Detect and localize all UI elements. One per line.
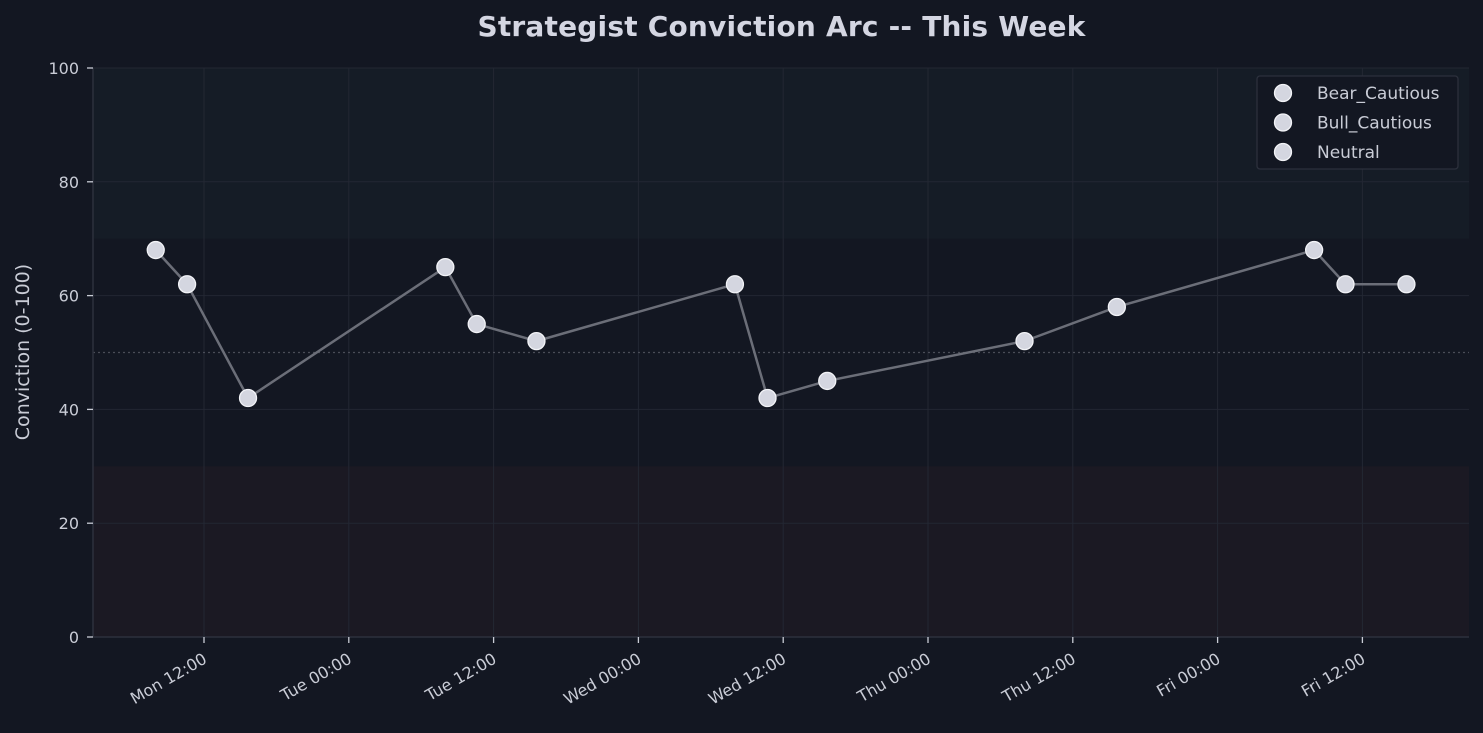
x-tick-label: Tue 12:00 xyxy=(421,649,499,705)
y-tick-label: 20 xyxy=(59,514,79,533)
bear-zone-band xyxy=(93,466,1469,637)
data-point: Wed 08:00: 62 xyxy=(725,275,745,294)
data-point: Mon 15:40: 42 xyxy=(238,388,258,408)
x-tick-label: Thu 00:00 xyxy=(853,649,934,707)
x-tick-label: Thu 12:00 xyxy=(998,649,1079,707)
legend-label: Bull_Cautious xyxy=(1317,114,1432,134)
legend-label: Neutral xyxy=(1317,143,1380,163)
data-point: Mon 08:00: 68 xyxy=(146,240,165,260)
legend-marker-icon xyxy=(1273,142,1293,162)
y-tick-label: 80 xyxy=(59,173,79,192)
data-point: Fri 15:40: 62 xyxy=(1397,275,1416,294)
data-point: Fri 10:30: 62 xyxy=(1336,275,1355,294)
legend-label: Bear_Cautious xyxy=(1317,84,1440,104)
data-point: Mon 10:30: 62 xyxy=(177,275,197,294)
legend-item-bear-cautious: Bear_Cautious xyxy=(1273,83,1440,104)
x-tick-label: Fri 00:00 xyxy=(1153,649,1223,701)
data-point: Thu 08:00: 52 xyxy=(1015,331,1034,351)
legend-item-neutral: Neutral xyxy=(1273,142,1380,163)
x-tick-label: Mon 12:00 xyxy=(127,649,210,708)
bull-zone-band xyxy=(93,68,1469,239)
conviction-line xyxy=(154,248,1407,400)
x-tick-label: Wed 12:00 xyxy=(705,649,789,708)
x-tick-label: Wed 00:00 xyxy=(560,649,644,708)
legend: Bear_Cautious Bull_Cautious Neutral xyxy=(1256,75,1459,170)
legend-item-bull-cautious: Bull_Cautious xyxy=(1273,113,1432,134)
y-tick-label: 40 xyxy=(59,400,79,419)
data-point: Wed 10:40: 42 xyxy=(758,388,777,408)
data-point: Tue 10:30: 55 xyxy=(467,314,486,334)
data-point: Thu 15:40: 58 xyxy=(1107,297,1126,317)
legend-marker-icon xyxy=(1273,113,1293,132)
legend-box xyxy=(1256,75,1459,170)
plot-area: 0 20 40 60 80 100 Mon 12:00 Tue 00:00 Tue 12:00… xyxy=(48,59,1469,709)
data-point: Fri 08:00: 68 xyxy=(1304,240,1324,260)
chart-title: Strategist Conviction Arc -- This Week xyxy=(477,10,1086,43)
x-tick-label: Fri 12:00 xyxy=(1298,649,1368,701)
data-point: Tue 15:30: 52 xyxy=(527,331,546,351)
x-tick-label: Tue 00:00 xyxy=(276,649,354,705)
y-axis-label: Conviction (0-100) xyxy=(12,264,34,440)
data-points: Mon 08:00: 68 Mon 10:30: 62 Mon 15:40: 42 T… xyxy=(146,240,1416,408)
legend-marker-icon xyxy=(1273,83,1293,103)
data-point: Tue 08:00: 65 xyxy=(436,257,455,277)
y-tick-label: 60 xyxy=(59,287,79,306)
y-tick-label: 0 xyxy=(69,628,79,647)
x-axis: Mon 12:00 Tue 00:00 Tue 12:00 Wed 00:00 Wed … xyxy=(127,637,1368,709)
data-point: Wed 15:40: 45 xyxy=(818,371,837,391)
y-axis: 0 20 40 60 80 100 xyxy=(48,59,93,647)
y-tick-label: 100 xyxy=(48,59,79,78)
